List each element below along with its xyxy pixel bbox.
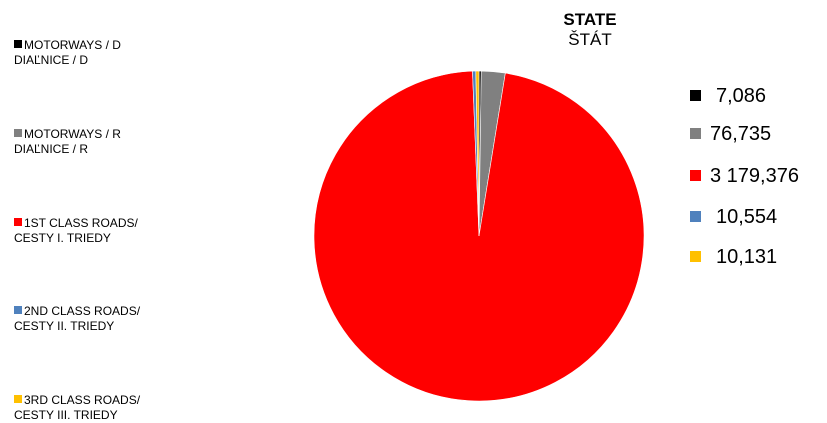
value-label: 76,735 <box>710 123 772 145</box>
legend-label-line2: DIAĽNICE / D <box>14 53 89 67</box>
legend-label-line2: CESTY III. TRIEDY <box>14 408 118 422</box>
legend-swatch-icon <box>14 129 22 137</box>
legend-label-line2: CESTY I. TRIEDY <box>14 231 111 245</box>
legend-label-line1: 2ND CLASS ROADS/ <box>24 304 141 318</box>
legend-item-3rd-class: 3RD CLASS ROADS/ CESTY III. TRIEDY <box>14 393 140 423</box>
value-label: 10,131 <box>716 246 778 268</box>
value-label: 3 179,376 <box>710 165 799 187</box>
legend-item-2nd-class: 2ND CLASS ROADS/ CESTY II. TRIEDY <box>14 304 140 334</box>
legend-swatch-icon <box>14 395 22 403</box>
chart-title-main: STATE <box>563 10 617 29</box>
value-label: 10,554 <box>716 206 778 228</box>
value-swatch-icon <box>690 170 701 181</box>
pie-slice-2 <box>313 70 645 402</box>
legend-label-line2: DIAĽNICE / R <box>14 142 89 156</box>
pie-slice-4 <box>475 70 480 237</box>
value-label: 7,086 <box>716 85 767 107</box>
value-swatch-icon <box>690 90 701 101</box>
legend-label-line1: MOTORWAYS / D <box>24 38 121 52</box>
legend-swatch-icon <box>14 306 22 314</box>
value-swatch-icon <box>690 211 701 222</box>
legend-swatch-icon <box>14 40 22 48</box>
legend-label-line2: CESTY II. TRIEDY <box>14 319 115 333</box>
legend-label-line1: MOTORWAYS / R <box>24 127 121 141</box>
legend-label-line1: 1ST CLASS ROADS/ <box>24 216 138 230</box>
legend-item-motorways-d: MOTORWAYS / D DIAĽNICE / D <box>14 38 121 68</box>
legend-item-motorways-r: MOTORWAYS / R DIAĽNICE / R <box>14 127 121 157</box>
legend-label-line1: 3RD CLASS ROADS/ <box>24 393 141 407</box>
chart-title: STATE ŠTÁT <box>530 10 650 50</box>
value-swatch-icon <box>690 251 701 262</box>
legend-item-1st-class: 1ST CLASS ROADS/ CESTY I. TRIEDY <box>14 216 138 246</box>
chart-subtitle: ŠTÁT <box>568 30 612 49</box>
value-swatch-icon <box>690 128 701 139</box>
legend-swatch-icon <box>14 218 22 226</box>
